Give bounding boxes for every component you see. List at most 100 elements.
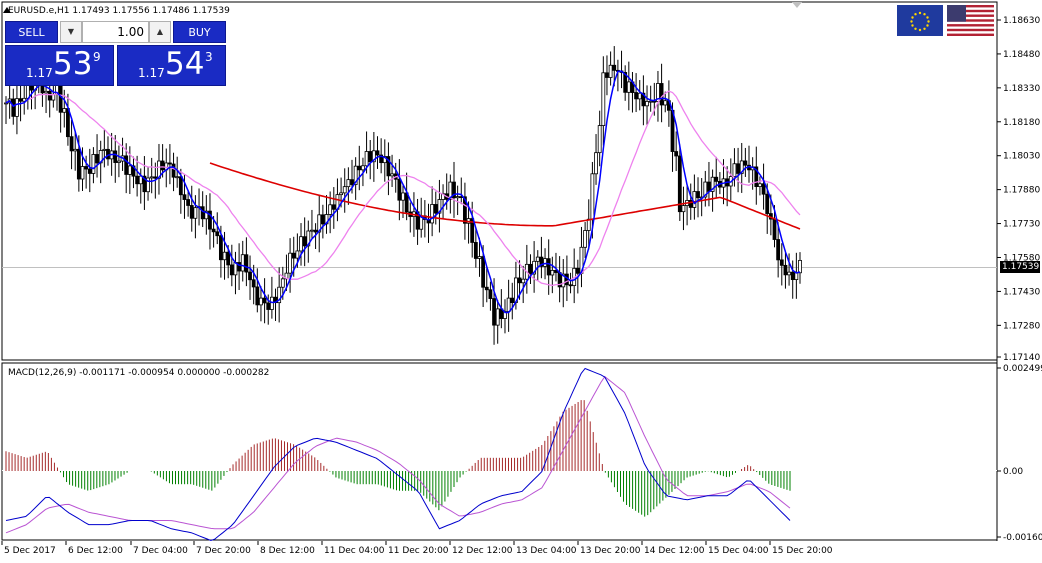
candle-body	[612, 64, 617, 71]
y-tick-label: 1.17730	[1003, 220, 1040, 230]
candle-body	[517, 277, 522, 284]
candle-body	[481, 256, 486, 288]
candle-body	[73, 148, 78, 152]
lot-size-input[interactable]: 1.00	[82, 21, 149, 43]
candle-body	[608, 64, 613, 78]
candle-body	[637, 92, 642, 100]
collapse-arrow-icon[interactable]	[3, 7, 11, 13]
candle-body	[160, 160, 165, 171]
lot-increase-icon[interactable]: ▲	[149, 21, 171, 43]
macd-y-tick-label: 0.00	[1003, 467, 1023, 477]
candle-body	[306, 230, 311, 247]
candle-body	[149, 176, 154, 179]
candle-body	[641, 92, 646, 107]
candle-body	[375, 150, 380, 156]
macd-lines-group	[5, 367, 791, 542]
candle-body	[452, 181, 456, 199]
candle-body	[15, 98, 19, 117]
candle-body	[776, 239, 781, 261]
x-tick-label: 12 Dec 12:00	[452, 546, 513, 556]
candle-body	[138, 175, 143, 185]
candle-body	[765, 193, 770, 214]
macd-y-ticks: 0.002499 0.00 -0.001601	[997, 364, 1042, 543]
y-tick-label: 1.17140	[1003, 353, 1040, 363]
macd-chart-frame	[1, 362, 998, 541]
candle-body	[739, 160, 744, 174]
candle-body	[521, 278, 526, 284]
candle-body	[317, 214, 322, 233]
candle-body	[127, 165, 132, 175]
x-axis-ticks: 5 Dec 2017 6 Dec 12:00 7 Dec 04:00 7 Dec 20…	[1, 541, 833, 556]
macd-y-tick-label: -0.001601	[1003, 533, 1042, 543]
candle-body	[437, 199, 442, 214]
candle-body	[357, 165, 362, 171]
sell-price-prefix: 1.17	[26, 66, 53, 80]
candle-body	[397, 178, 402, 201]
candle-body	[124, 155, 129, 175]
candle-body	[528, 263, 533, 275]
candle-body	[484, 286, 489, 291]
candle-body	[302, 236, 307, 247]
lot-decrease-icon[interactable]: ▼	[60, 21, 82, 43]
candle-body	[430, 204, 435, 224]
candle-body	[583, 230, 588, 248]
candle-body	[178, 176, 183, 196]
candle-body	[240, 254, 245, 272]
x-tick-label: 15 Dec 04:00	[708, 546, 769, 556]
candle-body	[696, 191, 700, 199]
candle-body	[623, 72, 628, 93]
candle-body	[47, 90, 52, 101]
candle-body	[299, 236, 303, 252]
candle-body	[208, 210, 212, 230]
candle-body	[244, 254, 249, 273]
sell-price-button[interactable]: 1.17 53 9	[5, 45, 114, 86]
x-tick-label: 11 Dec 20:00	[388, 546, 449, 556]
candle-body	[259, 297, 263, 306]
candle-body	[470, 218, 475, 243]
macd-line	[5, 367, 791, 542]
x-tick-label: 6 Dec 12:00	[68, 546, 123, 556]
candle-body	[659, 83, 664, 106]
candle-body	[386, 156, 391, 177]
buy-price-button[interactable]: 1.17 54 3	[117, 45, 226, 86]
ma-fast-line	[5, 70, 801, 314]
candle-body	[568, 284, 573, 287]
candle-body	[495, 308, 500, 326]
candle-body	[714, 176, 719, 182]
candles-group	[4, 46, 802, 345]
candle-body	[182, 194, 187, 200]
candle-body	[761, 183, 766, 195]
candle-body	[390, 173, 394, 177]
sell-button[interactable]: SELL	[5, 21, 58, 43]
candle-body	[193, 207, 198, 219]
candle-body	[787, 271, 791, 276]
y-tick-label: 1.17280	[1003, 321, 1040, 331]
candle-body	[601, 72, 606, 126]
candle-body	[401, 192, 405, 201]
candle-body	[255, 286, 260, 306]
sell-price-pip: 9	[93, 50, 101, 64]
y-tick-label: 1.18330	[1003, 84, 1040, 94]
x-tick-label: 15 Dec 20:00	[772, 546, 833, 556]
candle-body	[433, 204, 438, 214]
candle-body	[310, 229, 314, 232]
y-tick-label: 1.18180	[1003, 118, 1040, 128]
candle-body	[361, 165, 365, 171]
candle-body	[339, 192, 343, 196]
candle-body	[277, 286, 282, 304]
buy-button[interactable]: BUY	[173, 21, 226, 43]
candle-body	[550, 269, 555, 276]
current-price-label: 1.17539	[1000, 261, 1040, 273]
candle-body	[215, 231, 220, 237]
candle-body	[539, 256, 544, 267]
candle-body	[95, 154, 99, 164]
x-tick-label: 14 Dec 12:00	[644, 546, 705, 556]
candle-body	[605, 72, 609, 78]
candle-body	[146, 177, 150, 193]
candle-body	[758, 183, 762, 187]
candle-body	[506, 297, 511, 312]
one-click-trading-panel: SELL ▼ 1.00 ▲ BUY 1.17 53 9 1.17 54 3	[5, 21, 226, 86]
candle-body	[794, 272, 799, 281]
candle-body	[790, 271, 795, 281]
